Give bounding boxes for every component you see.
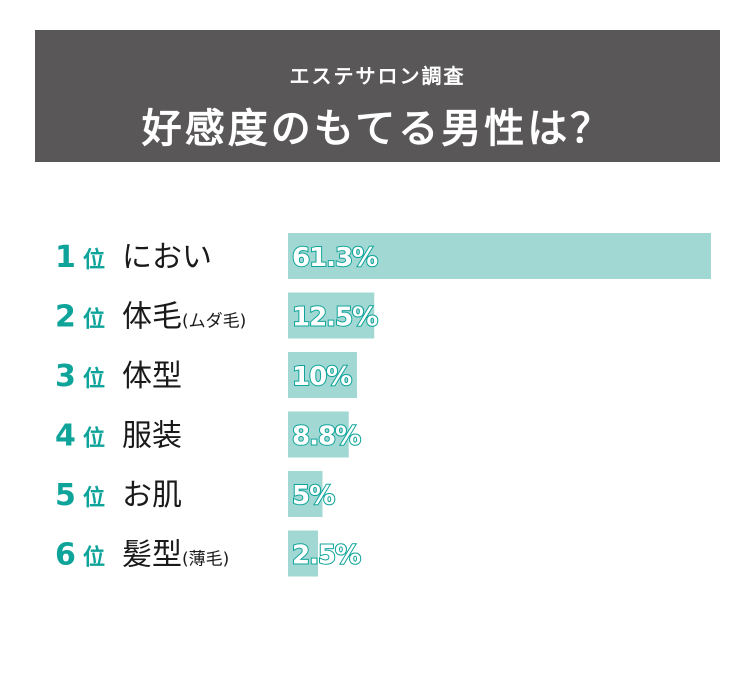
category-note: (ムダ毛) — [182, 312, 246, 332]
value-label: 5% — [292, 481, 335, 511]
bar-5 — [288, 471, 323, 517]
value-label: 8.8% — [292, 422, 361, 452]
rank-number: 3 — [55, 359, 76, 394]
bar-4 — [288, 411, 349, 458]
value-label: 10% — [292, 362, 352, 392]
bar-6 — [288, 530, 318, 577]
bar-3 — [288, 352, 358, 398]
category-note: (薄毛) — [182, 550, 229, 570]
category-label: 体型 — [122, 359, 182, 394]
bar-2 — [288, 292, 375, 339]
rank-number: 5 — [55, 478, 76, 513]
rank-number: 2 — [55, 300, 76, 335]
survey-subtitle: エステサロン調査 — [289, 64, 466, 88]
category-label: におい — [122, 240, 212, 275]
rank-suffix: 位 — [83, 366, 105, 392]
value-label: 2.5% — [292, 541, 361, 571]
rank-number: 1 — [55, 240, 76, 275]
rank-suffix: 位 — [83, 485, 105, 511]
rank-suffix: 位 — [83, 247, 105, 273]
category-label: 体毛(ムダ毛) — [122, 300, 246, 335]
title-banner: エステサロン調査 好感度のもてる男性は？ — [35, 30, 720, 162]
rank-suffix: 位 — [83, 307, 105, 333]
bar-1 — [288, 233, 711, 279]
rank-suffix: 位 — [83, 545, 105, 571]
rank-number: 6 — [55, 538, 76, 573]
survey-title: 好感度のもてる男性は？ — [141, 106, 614, 152]
value-label: 12.5% — [292, 303, 378, 333]
value-label: 61.3% — [292, 243, 378, 273]
category-label: お肌 — [122, 478, 182, 513]
category-label: 服装 — [122, 419, 182, 454]
rank-suffix: 位 — [83, 426, 105, 452]
category-label: 髪型(薄毛) — [122, 538, 229, 573]
rank-number: 4 — [55, 419, 76, 454]
